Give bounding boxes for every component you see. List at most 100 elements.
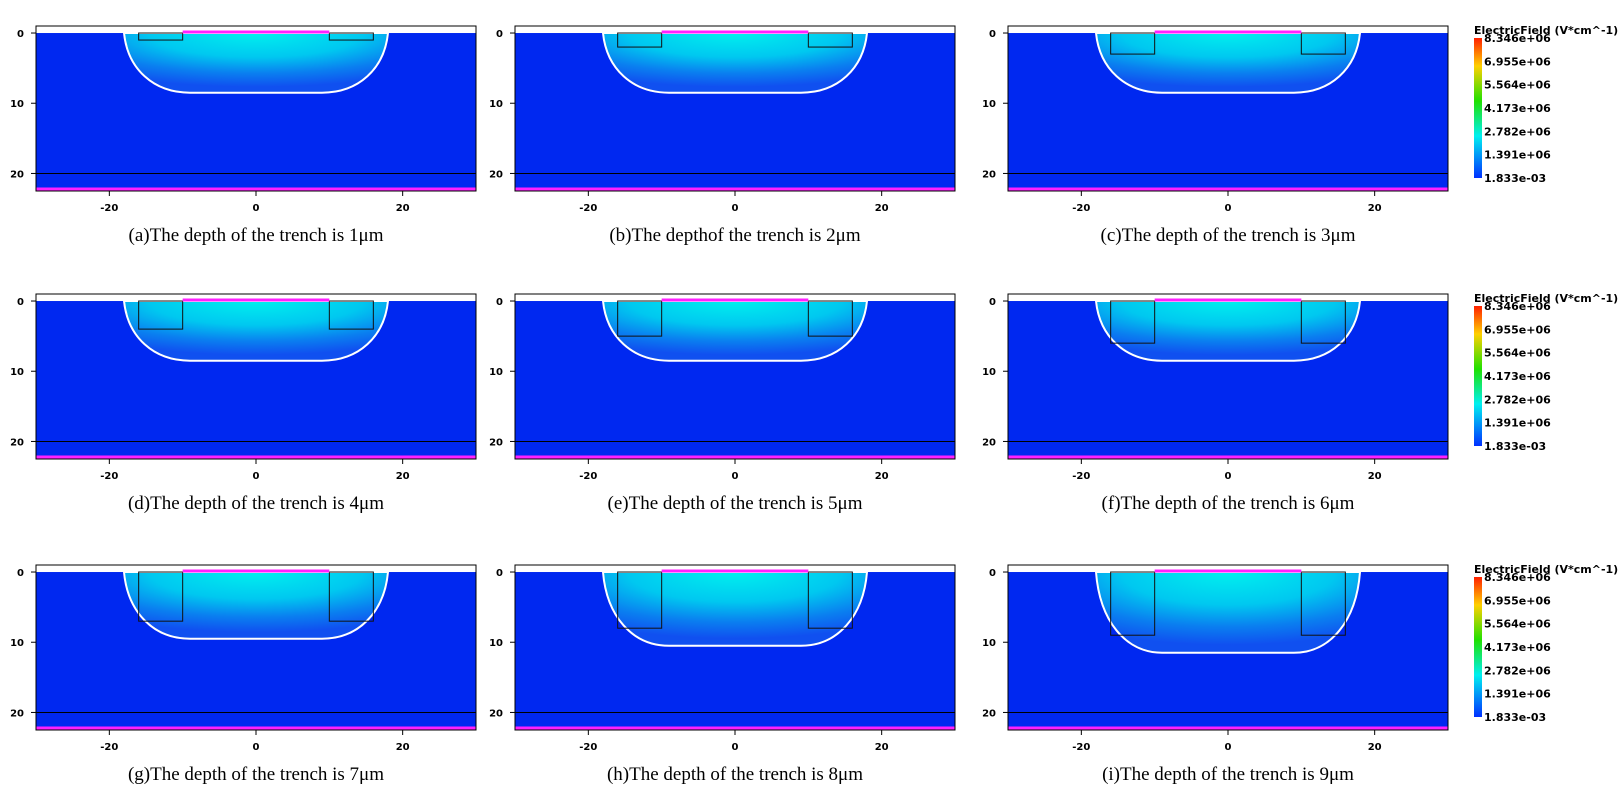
y-tick-label: 0 (496, 568, 503, 579)
caption: (d)The depth of the trench is 4μm (128, 493, 384, 514)
colorbar-label: 5.564e+06 (1484, 347, 1551, 360)
colorbar-label: 8.346e+06 (1484, 32, 1551, 45)
y-tick-label: 20 (489, 169, 503, 180)
y-tick-label: 20 (982, 708, 996, 719)
colorbar (1474, 38, 1482, 178)
y-tick-label: 0 (989, 568, 996, 579)
depletion-region (1094, 571, 1362, 654)
y-tick-label: 0 (989, 29, 996, 40)
x-tick-label: 0 (253, 471, 260, 482)
x-tick-label: 0 (1225, 742, 1232, 753)
trench (807, 300, 853, 337)
y-tick-label: 20 (10, 169, 24, 180)
y-tick-label: 10 (982, 638, 996, 649)
trench (617, 571, 663, 629)
x-tick-label: 0 (1225, 471, 1232, 482)
caption: (a)The depth of the trench is 1μm (129, 225, 384, 246)
x-tick-label: -20 (1072, 203, 1090, 214)
panel: -20 0 20 0 10 20 (c)The depth of the trench is… (982, 25, 1449, 246)
colorbar-label: 1.833e-03 (1484, 711, 1546, 724)
trench (138, 300, 184, 330)
trench (807, 32, 853, 48)
depletion-region (601, 32, 869, 94)
colorbar-title: ElectricField (V*cm^-1) (1474, 292, 1618, 305)
x-tick-label: -20 (579, 471, 597, 482)
y-tick-label: 10 (489, 99, 503, 110)
trench (328, 571, 374, 622)
colorbar-label: 8.346e+06 (1484, 300, 1551, 313)
trench (617, 300, 663, 337)
colorbar-label: 8.346e+06 (1484, 571, 1551, 584)
panel: -20 0 20 0 10 20 (d)The depth of the trench is… (10, 293, 477, 514)
x-tick-label: 20 (1368, 203, 1382, 214)
colorbar-label: 1.391e+06 (1484, 417, 1551, 430)
y-tick-label: 10 (982, 99, 996, 110)
colorbar-label: 6.955e+06 (1484, 55, 1551, 68)
y-tick-label: 10 (10, 638, 24, 649)
x-tick-label: 20 (875, 742, 889, 753)
x-tick-label: 20 (396, 203, 410, 214)
y-tick-label: 20 (982, 169, 996, 180)
caption: (g)The depth of the trench is 7μm (128, 764, 384, 785)
colorbar-label: 4.173e+06 (1484, 370, 1551, 383)
colorbar-label: 4.173e+06 (1484, 102, 1551, 115)
y-tick-label: 0 (17, 297, 24, 308)
caption: (e)The depth of the trench is 5μm (608, 493, 863, 514)
trench (1300, 300, 1346, 344)
colorbar (1474, 306, 1482, 446)
colorbar-label: 1.391e+06 (1484, 149, 1551, 162)
colorbar-label: 2.782e+06 (1484, 125, 1551, 138)
trench (807, 571, 853, 629)
x-tick-label: -20 (100, 742, 118, 753)
depletion-region (122, 571, 390, 640)
y-tick-label: 10 (10, 99, 24, 110)
y-tick-label: 20 (489, 437, 503, 448)
colorbar-label: 1.833e-03 (1484, 172, 1546, 185)
caption: (h)The depth of the trench is 8μm (607, 764, 863, 785)
trench (1300, 32, 1346, 55)
colorbar-label: 2.782e+06 (1484, 664, 1551, 677)
depletion-region (122, 32, 390, 94)
colorbar-label: 1.391e+06 (1484, 688, 1551, 701)
colorbar (1474, 577, 1482, 717)
trench (138, 571, 184, 622)
x-tick-label: 0 (732, 203, 739, 214)
trench (328, 300, 374, 330)
x-tick-label: 20 (396, 742, 410, 753)
panel: -20 0 20 0 10 20 (g)The depth of the trench is… (10, 564, 477, 785)
x-tick-label: -20 (100, 471, 118, 482)
caption: (b)The depthof the trench is 2μm (609, 225, 861, 246)
y-tick-label: 20 (982, 437, 996, 448)
trench (617, 32, 663, 48)
caption: (f)The depth of the trench is 6μm (1102, 493, 1355, 514)
depletion-region (601, 300, 869, 362)
panel: -20 0 20 0 10 20 (i)The depth of the trench is… (982, 564, 1449, 785)
panel: -20 0 20 0 10 20 (a)The depth of the trench is… (10, 25, 477, 246)
x-tick-label: 0 (732, 471, 739, 482)
colorbar-title: ElectricField (V*cm^-1) (1474, 24, 1618, 37)
x-tick-label: 0 (253, 742, 260, 753)
y-tick-label: 20 (489, 708, 503, 719)
colorbar-label: 6.955e+06 (1484, 323, 1551, 336)
trench (1110, 571, 1156, 636)
x-tick-label: 20 (875, 471, 889, 482)
x-tick-label: -20 (579, 203, 597, 214)
colorbar-label: 5.564e+06 (1484, 618, 1551, 631)
y-tick-label: 20 (10, 437, 24, 448)
trench (1300, 571, 1346, 636)
x-tick-label: 20 (1368, 742, 1382, 753)
colorbar-title: ElectricField (V*cm^-1) (1474, 563, 1618, 576)
x-tick-label: 0 (1225, 203, 1232, 214)
x-tick-label: -20 (100, 203, 118, 214)
y-tick-label: 0 (496, 29, 503, 40)
trench (1110, 32, 1156, 55)
panel: -20 0 20 0 10 20 (f)The depth of the trench is… (982, 293, 1449, 514)
x-tick-label: 0 (253, 203, 260, 214)
panel: -20 0 20 0 10 20 (b)The depthof the trench is … (489, 25, 956, 246)
x-tick-label: -20 (1072, 471, 1090, 482)
colorbar-label: 4.173e+06 (1484, 641, 1551, 654)
x-tick-label: -20 (1072, 742, 1090, 753)
y-tick-label: 10 (10, 367, 24, 378)
x-tick-label: 20 (396, 471, 410, 482)
